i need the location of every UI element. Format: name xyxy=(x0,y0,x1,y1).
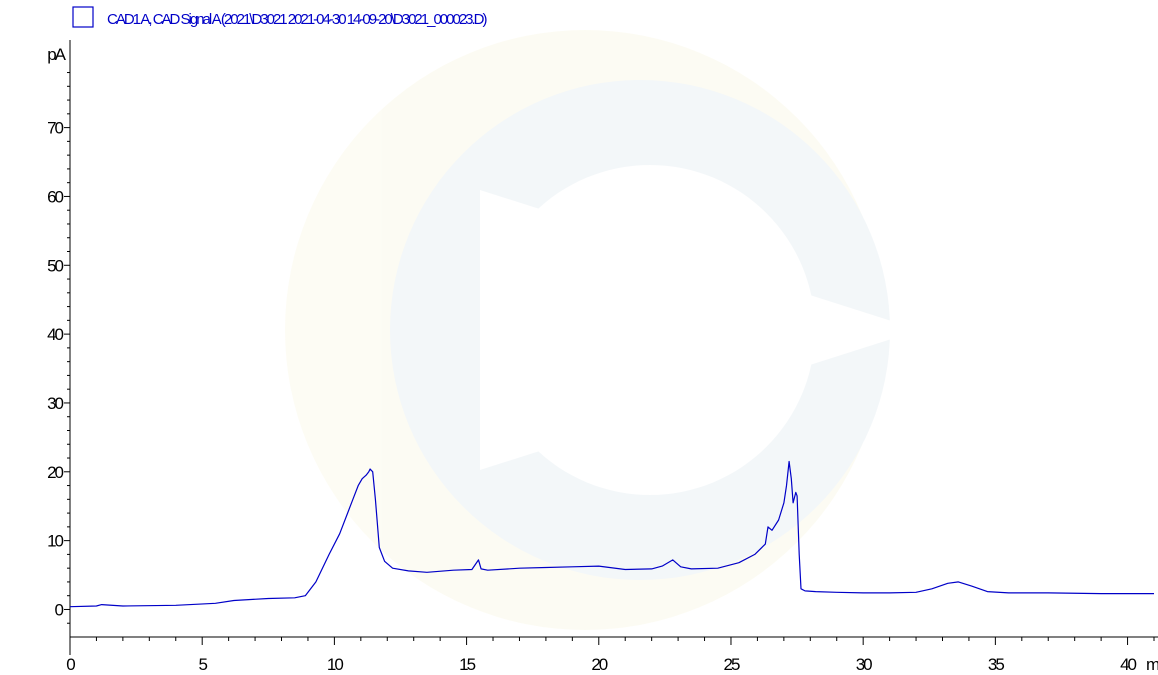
series-line-0 xyxy=(69,460,1154,608)
x-tick-label: 40 xyxy=(1120,655,1136,674)
x-tick-label: 30 xyxy=(856,655,872,674)
x-tick-label: 15 xyxy=(459,655,475,674)
y-tick-label: 30 xyxy=(47,394,63,413)
y-tick-label: 70 xyxy=(47,119,63,138)
y-tick-label: 60 xyxy=(47,187,63,206)
y-tick-label: 20 xyxy=(47,463,63,482)
x-axis-ticks: 0 5 10 15 20 25 30 35 40 xyxy=(66,637,1155,674)
y-tick-label: 0 xyxy=(55,600,64,619)
x-tick-label: 20 xyxy=(591,655,607,674)
y-axis-unit-label: pA xyxy=(47,45,66,64)
x-tick-label: 0 xyxy=(66,655,75,674)
y-tick-label: 10 xyxy=(47,532,63,551)
x-tick-label: 10 xyxy=(327,655,343,674)
x-tick-label: 5 xyxy=(198,655,207,674)
series-layer xyxy=(69,460,1154,608)
legend-swatch xyxy=(72,6,94,28)
x-tick-label: 35 xyxy=(988,655,1004,674)
x-tick-label: 25 xyxy=(724,655,740,674)
y-tick-label: 50 xyxy=(47,256,63,275)
y-axis-ticks: 0 10 20 30 40 50 60 70 xyxy=(47,72,70,624)
watermark-logo xyxy=(285,30,920,630)
y-tick-label: 40 xyxy=(47,325,63,344)
x-axis-unit-label: min xyxy=(1146,655,1158,674)
legend-label: CAD1 A, CAD Signal A (2021\D3021 2021-04… xyxy=(107,11,488,28)
